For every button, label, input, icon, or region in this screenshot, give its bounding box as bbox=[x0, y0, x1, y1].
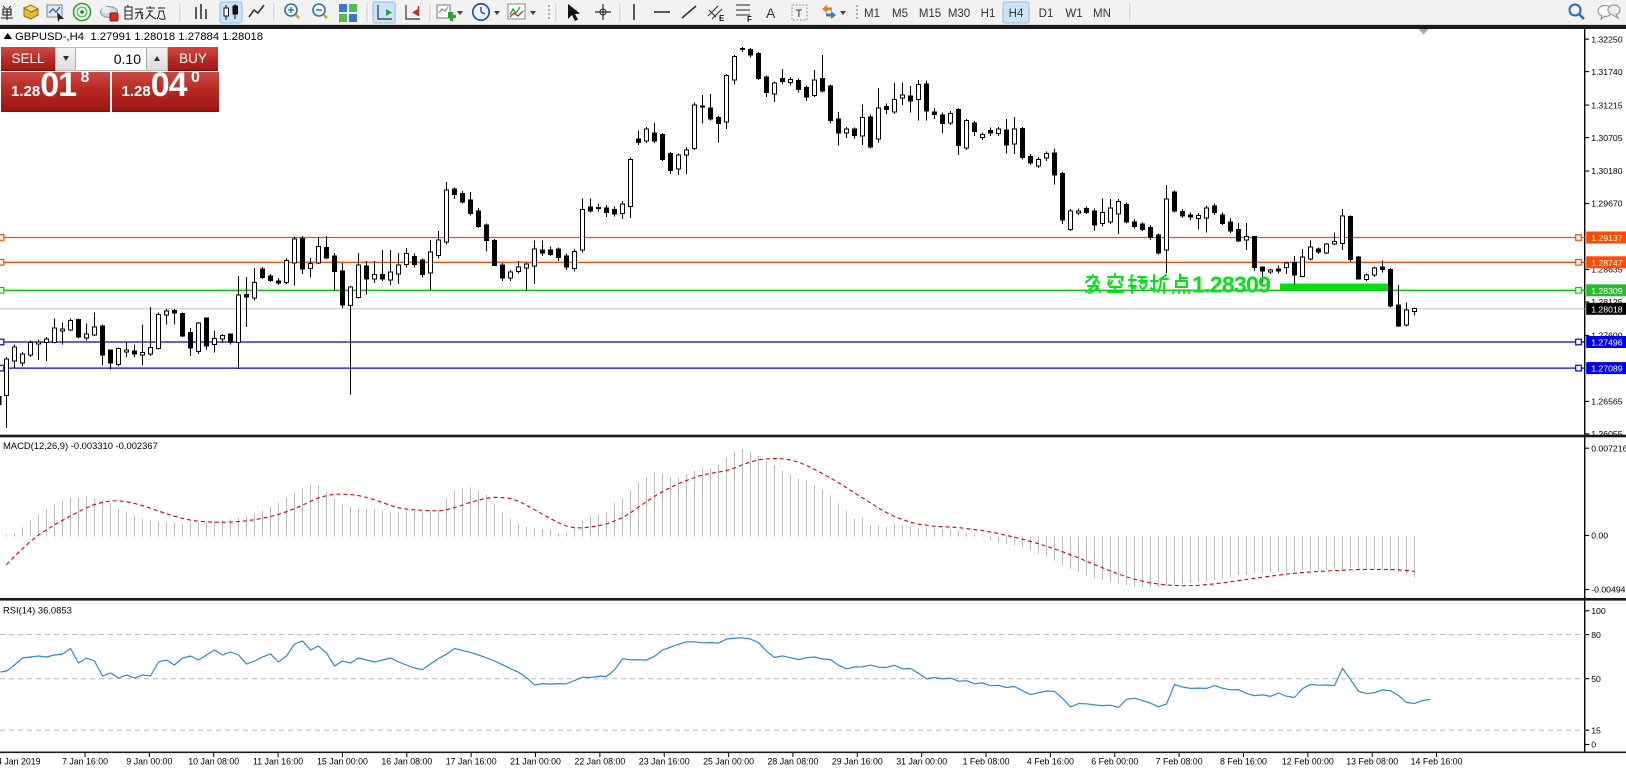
svg-text:1.30180: 1.30180 bbox=[1591, 166, 1623, 176]
svg-text:1.27600: 1.27600 bbox=[1591, 331, 1623, 341]
svg-text:M1: M1 bbox=[864, 8, 880, 20]
svg-text:25 Jan 00:00: 25 Jan 00:00 bbox=[703, 756, 754, 766]
svg-text:1.30705: 1.30705 bbox=[1591, 133, 1623, 143]
svg-text:T: T bbox=[796, 8, 803, 20]
svg-text:100: 100 bbox=[1591, 606, 1606, 616]
svg-text:M15: M15 bbox=[919, 8, 941, 20]
svg-text:50: 50 bbox=[1591, 674, 1601, 684]
svg-text:GBPUSD-,H4 1.27991 1.28018 1.: GBPUSD-,H4 1.27991 1.28018 1.27884 1.280… bbox=[15, 31, 263, 43]
svg-text:12 Feb 00:00: 12 Feb 00:00 bbox=[1282, 756, 1334, 766]
svg-text:M30: M30 bbox=[948, 8, 970, 20]
svg-text:0: 0 bbox=[1591, 740, 1596, 750]
svg-text:1.27496: 1.27496 bbox=[1591, 338, 1623, 348]
svg-text:1.28309: 1.28309 bbox=[1591, 286, 1623, 296]
svg-text:F: F bbox=[747, 15, 752, 24]
svg-text:H4: H4 bbox=[1009, 8, 1024, 20]
svg-text:D1: D1 bbox=[1039, 8, 1054, 20]
svg-text:28 Jan 08:00: 28 Jan 08:00 bbox=[768, 756, 819, 766]
svg-text:0.007216: 0.007216 bbox=[1591, 443, 1626, 453]
svg-text:1.27089: 1.27089 bbox=[1591, 364, 1623, 374]
svg-text:1.28125: 1.28125 bbox=[1591, 297, 1623, 307]
svg-text:4 Jan 2019: 4 Jan 2019 bbox=[0, 756, 41, 766]
svg-text:80: 80 bbox=[1591, 630, 1601, 640]
svg-text:E: E bbox=[719, 14, 725, 23]
svg-text:13 Feb 08:00: 13 Feb 08:00 bbox=[1346, 756, 1398, 766]
svg-text:RSI(14) 36.0853: RSI(14) 36.0853 bbox=[3, 605, 72, 616]
svg-text:H1: H1 bbox=[981, 8, 996, 20]
svg-text:M5: M5 bbox=[892, 8, 908, 20]
svg-text:-0.004941: -0.004941 bbox=[1591, 585, 1626, 595]
svg-text:1 Feb 08:00: 1 Feb 08:00 bbox=[963, 756, 1010, 766]
svg-text:7 Feb 08:00: 7 Feb 08:00 bbox=[1156, 756, 1203, 766]
svg-text:15 Jan 00:00: 15 Jan 00:00 bbox=[317, 756, 368, 766]
svg-text:1.31740: 1.31740 bbox=[1591, 67, 1623, 77]
svg-text:6 Feb 00:00: 6 Feb 00:00 bbox=[1091, 756, 1138, 766]
svg-text:16 Jan 08:00: 16 Jan 08:00 bbox=[381, 756, 432, 766]
svg-text:4 Feb 16:00: 4 Feb 16:00 bbox=[1027, 756, 1074, 766]
svg-text:0.00: 0.00 bbox=[1591, 531, 1608, 541]
svg-text:1.29137: 1.29137 bbox=[1591, 233, 1623, 243]
svg-text:11 Jan 16:00: 11 Jan 16:00 bbox=[253, 756, 303, 766]
svg-text:15: 15 bbox=[1591, 725, 1601, 735]
svg-text:1.26055: 1.26055 bbox=[1591, 429, 1623, 439]
svg-text:31 Jan 00:00: 31 Jan 00:00 bbox=[896, 756, 947, 766]
svg-text:14 Feb 16:00: 14 Feb 16:00 bbox=[1411, 756, 1463, 766]
svg-text:A: A bbox=[766, 5, 776, 21]
svg-text:10 Jan 08:00: 10 Jan 08:00 bbox=[188, 756, 239, 766]
svg-text:8 Feb 16:00: 8 Feb 16:00 bbox=[1220, 756, 1267, 766]
svg-text:1.28747: 1.28747 bbox=[1591, 258, 1623, 268]
svg-text:1.28018: 1.28018 bbox=[1591, 304, 1623, 314]
svg-text:23 Jan 16:00: 23 Jan 16:00 bbox=[639, 756, 690, 766]
svg-text:29 Jan 16:00: 29 Jan 16:00 bbox=[832, 756, 883, 766]
svg-text:7 Jan 16:00: 7 Jan 16:00 bbox=[62, 756, 108, 766]
svg-text:9 Jan 00:00: 9 Jan 00:00 bbox=[126, 756, 172, 766]
svg-text:17 Jan 16:00: 17 Jan 16:00 bbox=[446, 756, 497, 766]
svg-text:1.29670: 1.29670 bbox=[1591, 199, 1623, 209]
svg-text:MN: MN bbox=[1093, 8, 1111, 20]
svg-text:W1: W1 bbox=[1065, 8, 1082, 20]
svg-text:1.32250: 1.32250 bbox=[1591, 34, 1623, 44]
svg-text:1.26565: 1.26565 bbox=[1591, 397, 1623, 407]
svg-text:1.28635: 1.28635 bbox=[1591, 265, 1623, 275]
svg-text:MACD(12,26,9) -0.003310 -0.002: MACD(12,26,9) -0.003310 -0.002367 bbox=[3, 440, 158, 451]
svg-text:1.28309: 1.28309 bbox=[1192, 272, 1270, 298]
svg-text:22 Jan 08:00: 22 Jan 08:00 bbox=[574, 756, 625, 766]
svg-text:21 Jan 00:00: 21 Jan 00:00 bbox=[510, 756, 561, 766]
svg-text:1.31215: 1.31215 bbox=[1591, 100, 1623, 110]
